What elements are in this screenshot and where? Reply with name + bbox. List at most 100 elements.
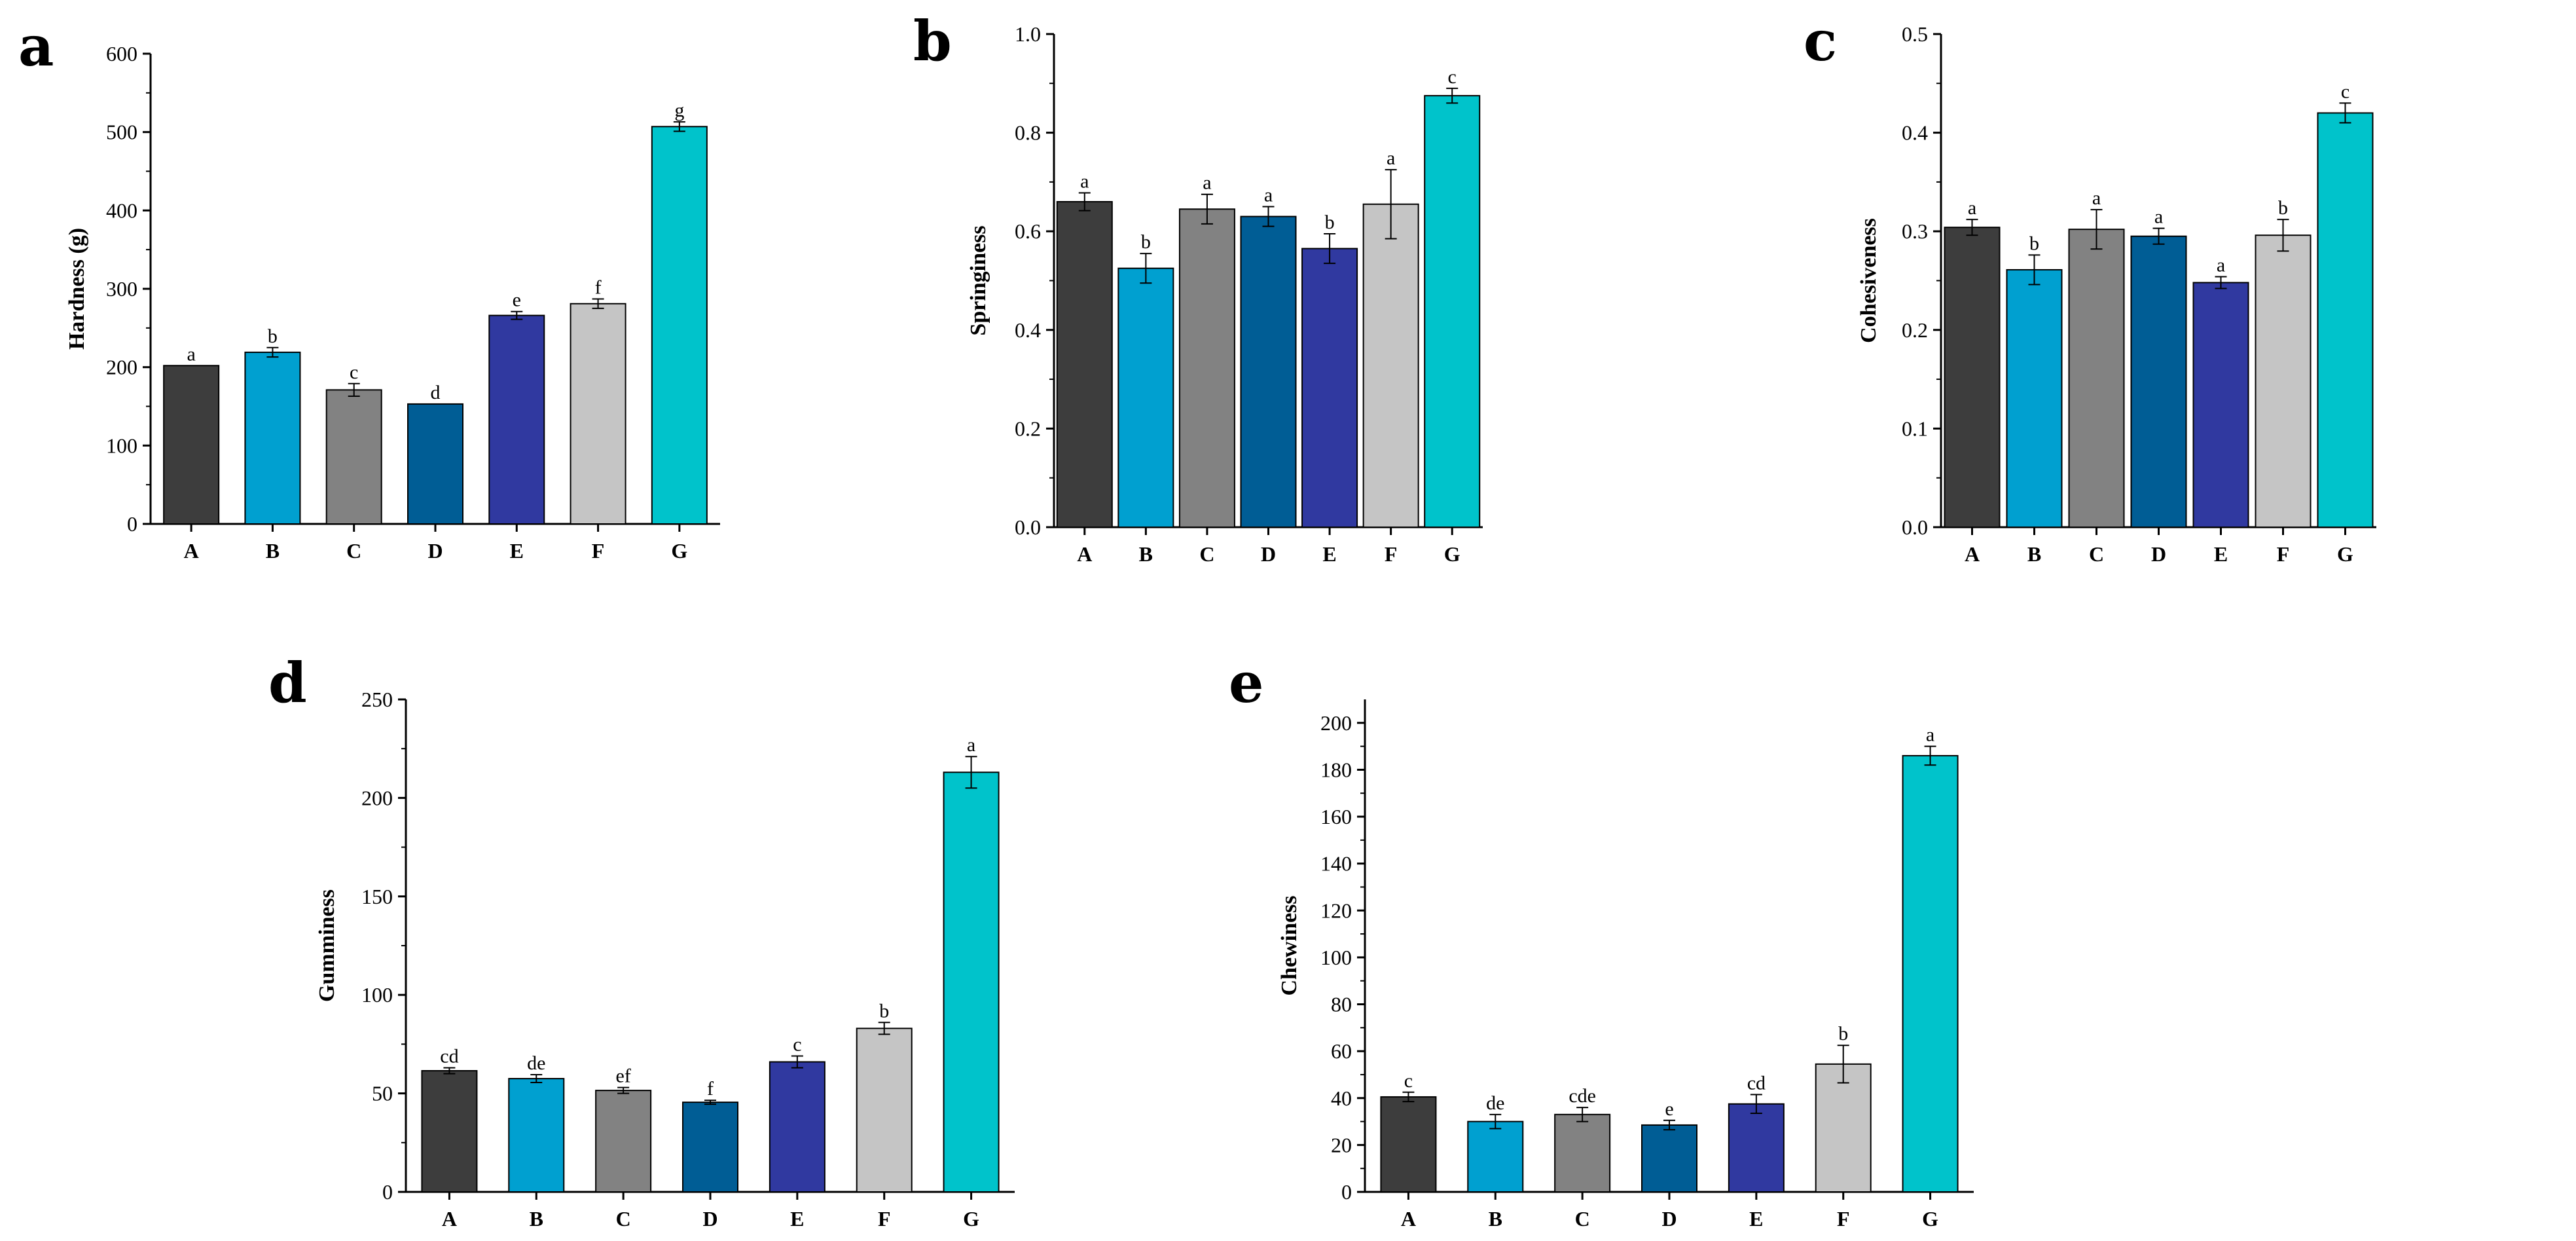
significance-label: a xyxy=(1264,185,1273,206)
x-tick-label: D xyxy=(2151,542,2166,566)
bar-E xyxy=(1301,248,1358,528)
y-tick-label: 120 xyxy=(1320,898,1352,922)
bar-G xyxy=(943,771,1000,1193)
x-tick-label: D xyxy=(1261,542,1276,566)
bar-C xyxy=(595,1090,652,1193)
bar-D xyxy=(1240,215,1297,528)
significance-label: b xyxy=(2278,197,2288,219)
y-tick-label: 0.3 xyxy=(1902,219,1928,243)
significance-label: cde xyxy=(1569,1085,1596,1107)
x-tick-label: G xyxy=(671,539,687,563)
y-tick-label: 0 xyxy=(127,512,137,536)
significance-label: cd xyxy=(440,1045,458,1067)
y-tick-label: 0.0 xyxy=(1902,515,1928,539)
x-tick-label: B xyxy=(530,1207,543,1231)
significance-label: c xyxy=(1448,66,1457,88)
significance-label: a xyxy=(187,343,195,365)
x-tick-label: C xyxy=(2089,542,2104,566)
bar-G xyxy=(2317,112,2374,528)
y-tick-label: 20 xyxy=(1331,1133,1352,1157)
y-tick-label: 0.2 xyxy=(1902,318,1928,342)
panel-letter: c xyxy=(1804,9,1837,73)
x-tick-label: F xyxy=(1837,1207,1850,1231)
significance-label: b xyxy=(1325,212,1335,233)
bar-C xyxy=(1178,208,1235,528)
y-tick-label: 0.1 xyxy=(1902,417,1928,440)
bar-A xyxy=(1944,227,2001,528)
y-tick-label: 1.0 xyxy=(1015,22,1041,46)
y-tick-label: 400 xyxy=(106,198,137,222)
y-tick-label: 600 xyxy=(106,42,137,65)
significance-label: b xyxy=(879,1000,889,1022)
bar-C xyxy=(2068,229,2125,528)
panel-letter: b xyxy=(913,9,952,73)
x-tick-label: F xyxy=(2277,542,2290,566)
bar-D xyxy=(407,403,463,525)
y-tick-label: 0.8 xyxy=(1015,121,1041,145)
x-tick-label: C xyxy=(1575,1207,1590,1231)
x-tick-label: D xyxy=(1661,1207,1677,1231)
significance-label: a xyxy=(1203,172,1211,194)
x-tick-label: A xyxy=(1965,542,1980,566)
bar-A xyxy=(421,1070,478,1193)
bar-C xyxy=(1554,1113,1611,1193)
significance-label: a xyxy=(967,734,975,756)
y-tick-label: 100 xyxy=(361,983,393,1007)
bar-B xyxy=(1117,267,1174,528)
y-tick-label: 60 xyxy=(1331,1039,1352,1063)
y-axis-title: Hardness (g) xyxy=(65,228,89,350)
significance-label: de xyxy=(1486,1092,1504,1114)
significance-label: c xyxy=(793,1033,801,1055)
bar-D xyxy=(682,1102,738,1193)
chart-panel-c: c 0.0 0.1 0.2 0.3 0.4 0.5 Cohesiveness a Ab Ba Ca Da… xyxy=(1804,9,2376,566)
bar-F xyxy=(570,303,626,525)
x-tick-label: A xyxy=(442,1207,457,1231)
significance-label: a xyxy=(1080,170,1089,192)
significance-label: b xyxy=(2029,232,2039,254)
significance-label: d xyxy=(431,382,441,403)
significance-label: a xyxy=(1387,147,1395,169)
y-tick-label: 200 xyxy=(106,356,137,379)
significance-label: f xyxy=(707,1078,714,1100)
x-tick-label: F xyxy=(1385,542,1398,566)
bar-F xyxy=(856,1028,913,1193)
significance-label: g xyxy=(674,100,684,121)
y-tick-label: 0.4 xyxy=(1015,318,1041,342)
x-tick-label: F xyxy=(878,1207,891,1231)
x-tick-label: D xyxy=(702,1207,717,1231)
y-tick-label: 150 xyxy=(361,885,393,908)
y-axis-title: Chewiness xyxy=(1277,895,1301,995)
significance-label: cd xyxy=(1747,1072,1766,1094)
y-tick-label: 0.2 xyxy=(1015,417,1041,440)
y-tick-label: 0 xyxy=(382,1180,393,1204)
panel-letter: a xyxy=(18,14,54,79)
x-tick-label: F xyxy=(592,539,605,563)
y-tick-label: 100 xyxy=(1320,946,1352,969)
y-tick-label: 0.0 xyxy=(1015,515,1041,539)
x-tick-label: C xyxy=(1199,542,1214,566)
y-tick-label: 300 xyxy=(106,277,137,301)
bar-G xyxy=(651,126,708,525)
x-tick-label: G xyxy=(1922,1207,1938,1231)
x-tick-label: B xyxy=(1139,542,1153,566)
y-tick-label: 200 xyxy=(1320,711,1352,735)
bar-B xyxy=(508,1078,565,1193)
x-tick-label: E xyxy=(510,539,524,563)
significance-label: b xyxy=(1141,231,1151,253)
significance-label: ef xyxy=(615,1065,630,1087)
x-tick-label: G xyxy=(963,1207,979,1231)
bar-E xyxy=(488,314,545,525)
y-axis-title: Springiness xyxy=(966,225,990,335)
y-tick-label: 0 xyxy=(1341,1180,1352,1204)
bar-E xyxy=(769,1061,825,1193)
y-tick-label: 80 xyxy=(1331,993,1352,1016)
significance-label: b xyxy=(268,325,278,347)
bar-F xyxy=(1362,203,1419,528)
x-tick-label: A xyxy=(1077,542,1092,566)
x-tick-label: E xyxy=(1322,542,1336,566)
y-tick-label: 40 xyxy=(1331,1086,1352,1110)
x-tick-label: C xyxy=(346,539,361,563)
significance-label: a xyxy=(2217,254,2225,276)
bar-D xyxy=(2130,235,2187,528)
